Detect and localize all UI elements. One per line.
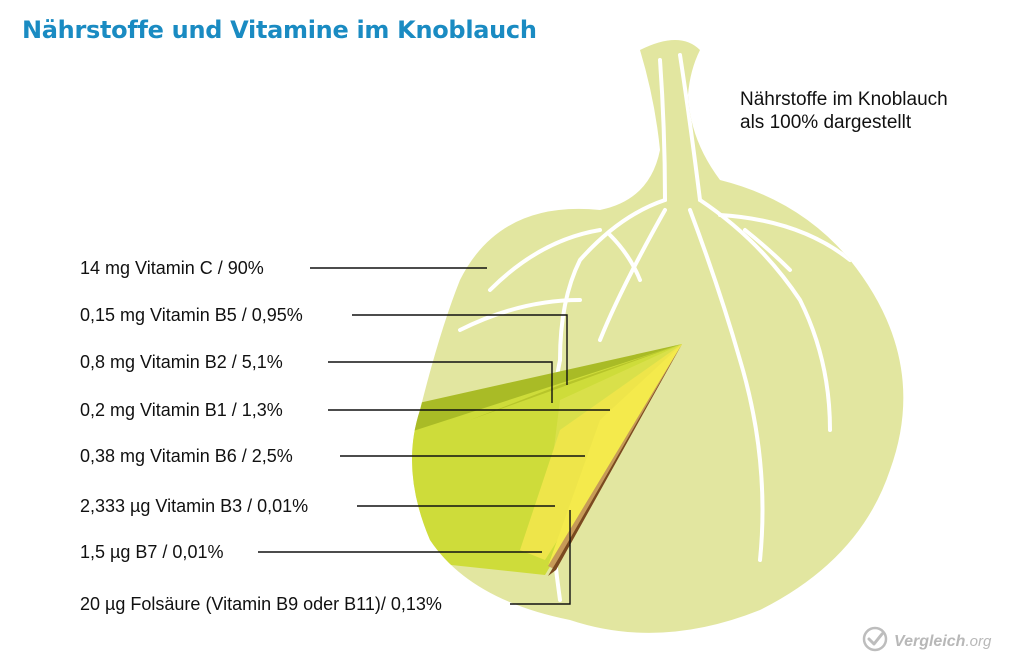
chart-note: Nährstoffe im Knoblauch als 100% dargest… [740,88,948,134]
label-vitamin-b1: 0,2 mg Vitamin B1 / 1,3% [80,400,283,420]
label-b7: 1,5 µg B7 / 0,01% [80,542,224,562]
leader-lines [258,267,610,605]
label-vitamin-b5: 0,15 mg Vitamin B5 / 0,95% [80,305,303,325]
label-vitamin-c: 14 mg Vitamin C / 90% [80,258,264,278]
clove-lines [458,53,852,602]
segment-b2 [470,344,682,420]
vergleich-logo[interactable]: Vergleich.org [862,626,991,657]
label-vitamin-b2: 0,8 mg Vitamin B2 / 5,1% [80,352,283,372]
segment-b7 [548,344,682,570]
label-folate: 20 µg Folsäure (Vitamin B9 oder B11)/ 0,… [80,594,442,614]
page-title: Nährstoffe und Vitamine im Knoblauch [22,16,537,44]
note-line-1: Nährstoffe im Knoblauch [740,89,948,110]
logo-tld: .org [965,632,992,650]
label-vitamin-b6: 0,38 mg Vitamin B6 / 2,5% [80,446,293,466]
note-line-2: als 100% dargestellt [740,112,912,133]
label-vitamin-b3: 2,333 µg Vitamin B3 / 0,01% [80,496,309,516]
check-circle-icon [862,626,888,657]
leader-b2 [328,361,553,403]
logo-name: Vergleich [894,632,966,650]
nutrient-wedge [412,344,682,576]
leader-b5 [352,314,568,385]
leader-folate [510,510,571,605]
